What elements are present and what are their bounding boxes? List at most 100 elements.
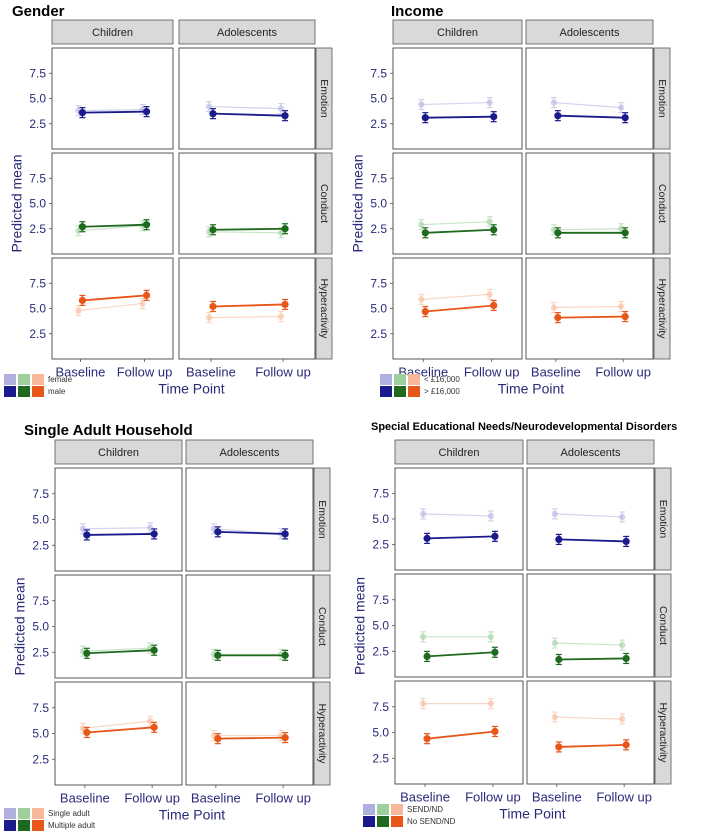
y-tick-label: 7.5 (372, 487, 389, 501)
data-point-dark (142, 221, 151, 229)
data-point-dark (555, 655, 563, 664)
data-point-dark (555, 743, 563, 751)
series-line-light (554, 513, 623, 518)
series-line-dark (82, 294, 147, 302)
data-point-dark (214, 528, 222, 536)
panel (51, 47, 174, 150)
legend-swatch-dark (377, 816, 389, 827)
x-tick-label: Baseline (55, 364, 105, 379)
legend-label-light: female (48, 375, 73, 384)
series-line-light (78, 302, 143, 312)
y-tick-label: 2.5 (29, 222, 46, 236)
legend-swatch-dark (391, 816, 403, 827)
x-tick-label: Baseline (531, 364, 581, 379)
column-label: Adolescents (561, 447, 621, 459)
data-point-dark (622, 654, 630, 663)
data-point-dark (491, 532, 499, 540)
series-line-dark (427, 651, 495, 658)
legend-swatch-dark (4, 386, 16, 397)
series-line-light (78, 225, 143, 232)
series-line-dark (82, 223, 147, 228)
panel (394, 573, 524, 678)
chart-title: Special Educational Needs/Neurodevelopme… (371, 421, 677, 433)
series-line-dark (558, 657, 627, 661)
facet-chart-3: Single Adult Household Children Adolescent… (4, 422, 331, 831)
legend-swatch-dark (394, 386, 406, 397)
row-strip (654, 680, 672, 785)
row-label: Emotion (318, 79, 330, 118)
panel (526, 467, 655, 571)
data-point-light (487, 700, 495, 707)
x-tick-label: Follow up (117, 364, 173, 379)
column-strip (394, 439, 524, 465)
row-strip (315, 47, 333, 150)
row-strip (653, 152, 671, 255)
row-label: Emotion (657, 500, 669, 539)
series-line-dark (212, 303, 286, 308)
data-point-light (419, 700, 427, 707)
legend-swatch-light (394, 374, 406, 385)
series-line-dark (558, 538, 627, 543)
row-strip (653, 257, 671, 360)
y-tick-label: 7.5 (372, 593, 389, 607)
series-line-light (554, 716, 623, 720)
legend-swatch-light (408, 374, 420, 385)
y-tick-label: 5.0 (29, 197, 46, 211)
y-axis-title: Predicted mean (350, 154, 366, 252)
y-tick-label: 5.0 (372, 619, 389, 633)
data-point-light (618, 513, 626, 521)
x-axis-title: Time Point (498, 381, 565, 397)
data-point-dark (490, 226, 498, 234)
y-tick-label: 7.5 (29, 66, 46, 80)
y-tick-label: 2.5 (370, 222, 387, 236)
data-point-dark (281, 734, 289, 742)
y-tick-label: 5.0 (32, 727, 49, 741)
y-tick-label: 7.5 (29, 276, 46, 290)
y-axis-title: Predicted mean (352, 577, 368, 675)
series-line-dark (425, 304, 494, 313)
data-point-light (418, 101, 425, 108)
panel (178, 152, 316, 255)
data-point-dark (83, 531, 91, 539)
data-point-dark (214, 735, 222, 743)
x-axis-title: Time Point (158, 381, 225, 397)
series-line-dark (212, 112, 286, 117)
facet-chart-1: Gender Children Adolescents 2.5 5.0 7.5 Emotio… (4, 3, 333, 397)
column-strip (392, 19, 523, 45)
data-point-dark (423, 652, 431, 661)
data-point-dark (78, 296, 87, 305)
row-strip (653, 47, 671, 150)
data-point-dark (490, 301, 498, 310)
row-strip (654, 467, 672, 571)
row-label: Conduct (316, 607, 328, 646)
data-point-light (277, 313, 285, 320)
data-point-dark (142, 291, 151, 299)
column-label: Children (98, 447, 139, 459)
y-tick-label: 5.0 (29, 302, 46, 316)
data-point-dark (150, 530, 158, 538)
series-line-dark (558, 743, 627, 748)
x-tick-label: Follow up (255, 364, 311, 379)
panel (54, 467, 183, 572)
data-point-light (146, 717, 154, 725)
row-strip (313, 681, 331, 786)
y-tick-label: 7.5 (370, 66, 387, 80)
chart-title: Income (391, 3, 444, 20)
series-line-dark (557, 315, 626, 319)
data-point-light (419, 633, 427, 641)
panel (185, 467, 314, 572)
y-axis-title: Predicted mean (9, 154, 25, 252)
data-point-dark (490, 113, 498, 121)
row-label: Conduct (657, 606, 669, 645)
series-line-light (208, 315, 282, 319)
facet-chart-4: Special Educational Needs/Neurodevelopme… (352, 421, 677, 827)
data-point-light (617, 303, 625, 310)
legend-swatch-light (380, 374, 392, 385)
data-point-light (618, 715, 626, 723)
data-point-light (418, 221, 425, 228)
legend-swatch-dark (363, 816, 375, 827)
data-point-dark (281, 225, 289, 233)
x-tick-label: Baseline (191, 790, 241, 805)
series-line-light (553, 101, 622, 109)
legend-label-dark: male (48, 387, 66, 396)
